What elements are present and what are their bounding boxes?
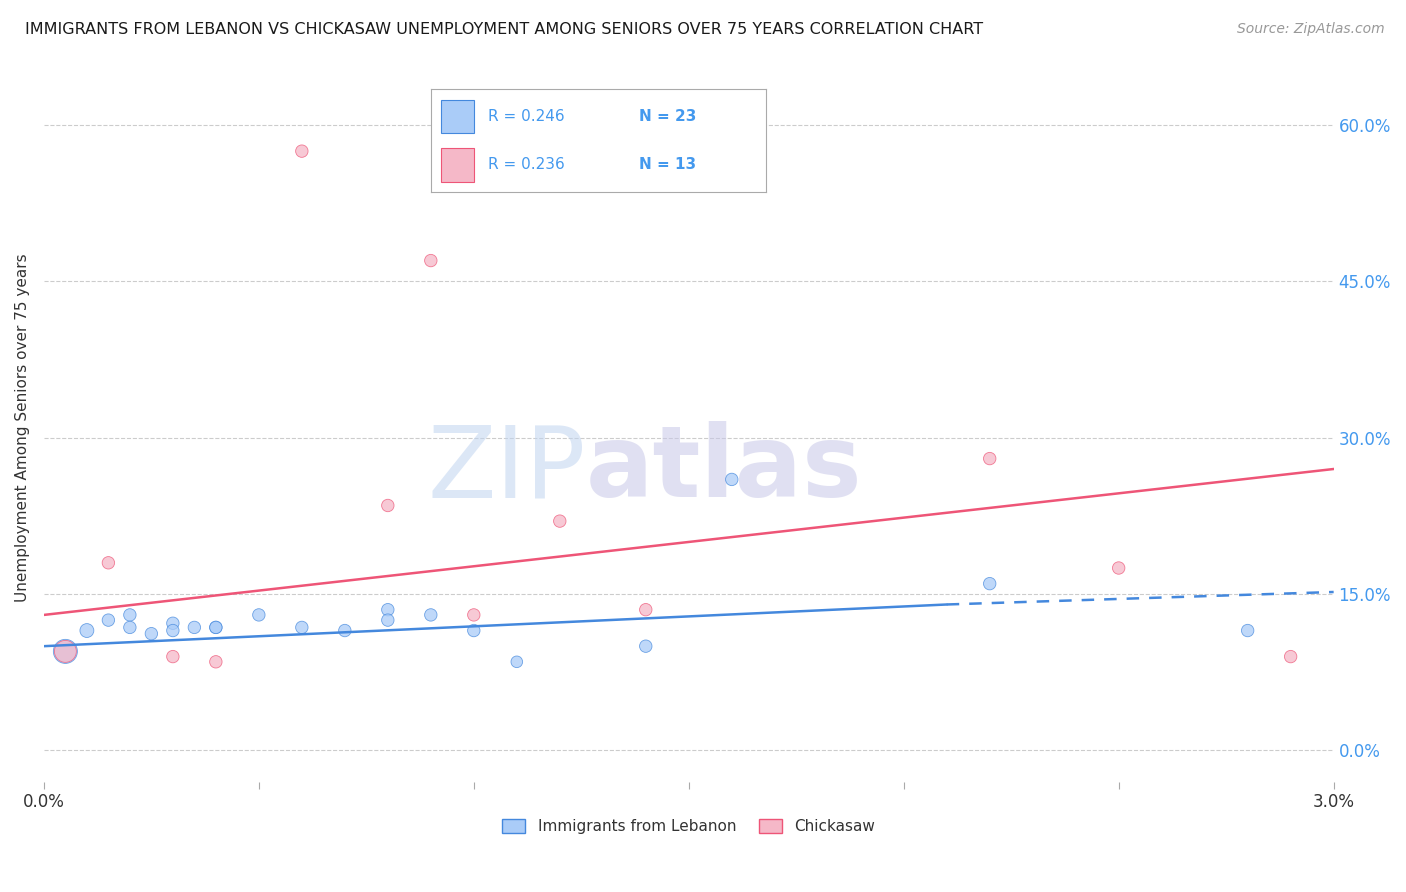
Point [205, 655, 228, 669]
Point [97, 556, 120, 570]
Point [1108, 561, 1130, 575]
Point [162, 616, 184, 631]
Point [247, 607, 270, 622]
Point [720, 472, 742, 486]
Point [548, 514, 571, 528]
Point [55, 644, 77, 658]
Point [979, 576, 1001, 591]
Point [333, 624, 356, 638]
Point [162, 649, 184, 664]
Point [1279, 649, 1302, 664]
Point [118, 607, 141, 622]
Point [634, 639, 657, 653]
Point [162, 624, 184, 638]
Text: IMMIGRANTS FROM LEBANON VS CHICKASAW UNEMPLOYMENT AMONG SENIORS OVER 75 YEARS CO: IMMIGRANTS FROM LEBANON VS CHICKASAW UNE… [25, 22, 983, 37]
Text: ZIP: ZIP [427, 421, 585, 518]
Y-axis label: Unemployment Among Seniors over 75 years: Unemployment Among Seniors over 75 years [15, 253, 30, 601]
Text: Source: ZipAtlas.com: Source: ZipAtlas.com [1237, 22, 1385, 37]
Point [183, 620, 205, 634]
Point [118, 620, 141, 634]
Point [377, 499, 399, 513]
Point [979, 451, 1001, 466]
Point [141, 626, 163, 640]
Point [205, 620, 228, 634]
Point [97, 613, 120, 627]
Point [1236, 624, 1258, 638]
Point [55, 644, 77, 658]
Point [463, 607, 485, 622]
Point [634, 603, 657, 617]
Point [291, 620, 314, 634]
Point [419, 607, 441, 622]
Text: atlas: atlas [585, 421, 862, 518]
Point [291, 144, 314, 158]
Point [377, 613, 399, 627]
Point [377, 603, 399, 617]
Point [419, 253, 441, 268]
Point [506, 655, 529, 669]
Legend: Immigrants from Lebanon, Chickasaw: Immigrants from Lebanon, Chickasaw [502, 819, 875, 834]
Point [463, 624, 485, 638]
Point [76, 624, 98, 638]
Point [205, 620, 228, 634]
